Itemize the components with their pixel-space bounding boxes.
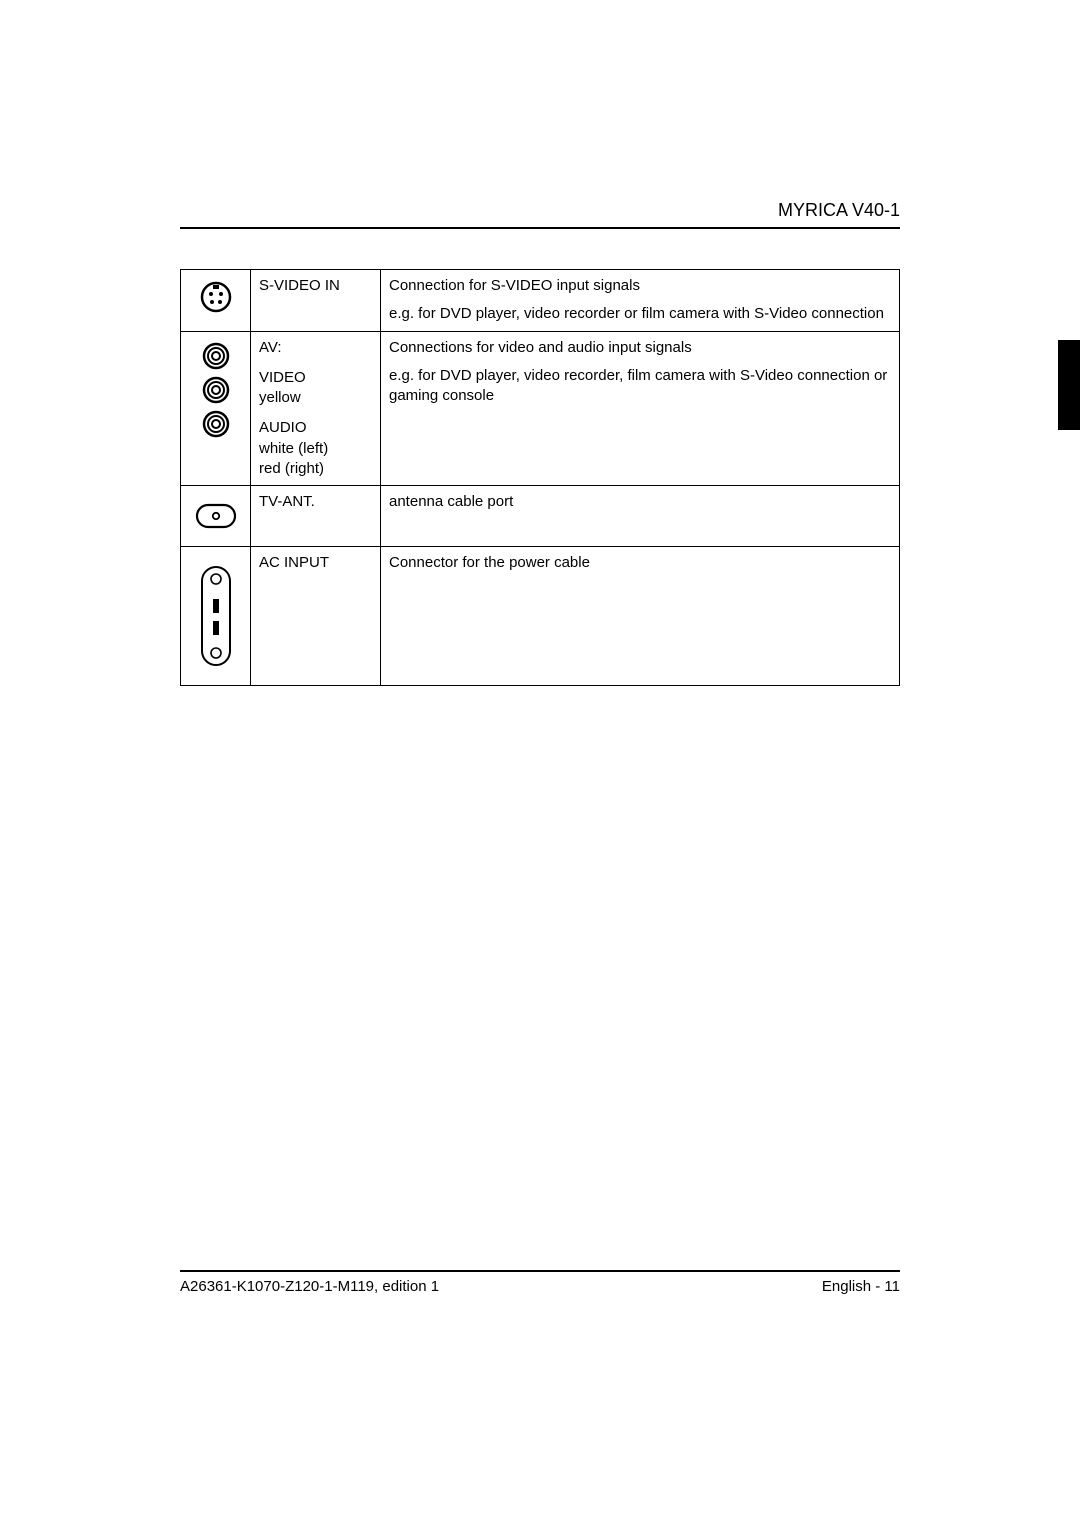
svideo-icon: [199, 280, 233, 314]
connector-label: AV:: [259, 338, 372, 358]
footer-left: A26361-K1070-Z120-1-M119, edition 1: [180, 1278, 439, 1295]
page-header: MYRICA V40-1: [180, 200, 900, 229]
connector-desc: e.g. for DVD player, video recorder or f…: [389, 304, 891, 324]
side-tab: [1058, 340, 1080, 430]
label-cell: AC INPUT: [251, 547, 381, 686]
table-row: AV: VIDEO yellow AUDIO white (left) red …: [181, 331, 900, 486]
page-footer: A26361-K1070-Z120-1-M119, edition 1 Engl…: [180, 1270, 900, 1295]
rca-icon: [202, 342, 230, 370]
footer-rule: [180, 1270, 900, 1272]
desc-cell: Connections for video and audio input si…: [381, 331, 900, 486]
label-cell: S-VIDEO IN: [251, 270, 381, 332]
ac-input-icon: [196, 561, 236, 671]
table-row: S-VIDEO IN Connection for S-VIDEO input …: [181, 270, 900, 332]
connector-label: S-VIDEO IN: [259, 276, 372, 296]
connector-label: AC INPUT: [259, 553, 372, 573]
connector-desc: Connector for the power cable: [389, 553, 891, 573]
table-row: AC INPUT Connector for the power cable: [181, 547, 900, 686]
desc-cell: Connection for S-VIDEO input signals e.g…: [381, 270, 900, 332]
connector-label: TV-ANT.: [259, 492, 372, 512]
desc-cell: antenna cable port: [381, 486, 900, 547]
rca-icon: [202, 410, 230, 438]
page-content: MYRICA V40-1: [180, 200, 900, 686]
connector-desc: Connections for video and audio input si…: [389, 338, 891, 358]
desc-cell: Connector for the power cable: [381, 547, 900, 686]
rca-icon: [202, 376, 230, 404]
icon-cell: [181, 547, 251, 686]
icon-cell: [181, 331, 251, 486]
connector-desc: Connection for S-VIDEO input signals: [389, 276, 891, 296]
label-cell: AV: VIDEO yellow AUDIO white (left) red …: [251, 331, 381, 486]
table-row: TV-ANT. antenna cable port: [181, 486, 900, 547]
connector-table: S-VIDEO IN Connection for S-VIDEO input …: [180, 269, 900, 686]
connector-label: AUDIO white (left) red (right): [259, 418, 372, 479]
connector-desc: e.g. for DVD player, video recorder, fil…: [389, 366, 891, 407]
label-cell: TV-ANT.: [251, 486, 381, 547]
icon-cell: [181, 270, 251, 332]
antenna-port-icon: [194, 502, 238, 530]
icon-cell: [181, 486, 251, 547]
connector-label: VIDEO yellow: [259, 368, 372, 409]
connector-desc: antenna cable port: [389, 492, 891, 512]
header-title: MYRICA V40-1: [180, 200, 900, 221]
footer-right: English - 11: [822, 1278, 900, 1295]
